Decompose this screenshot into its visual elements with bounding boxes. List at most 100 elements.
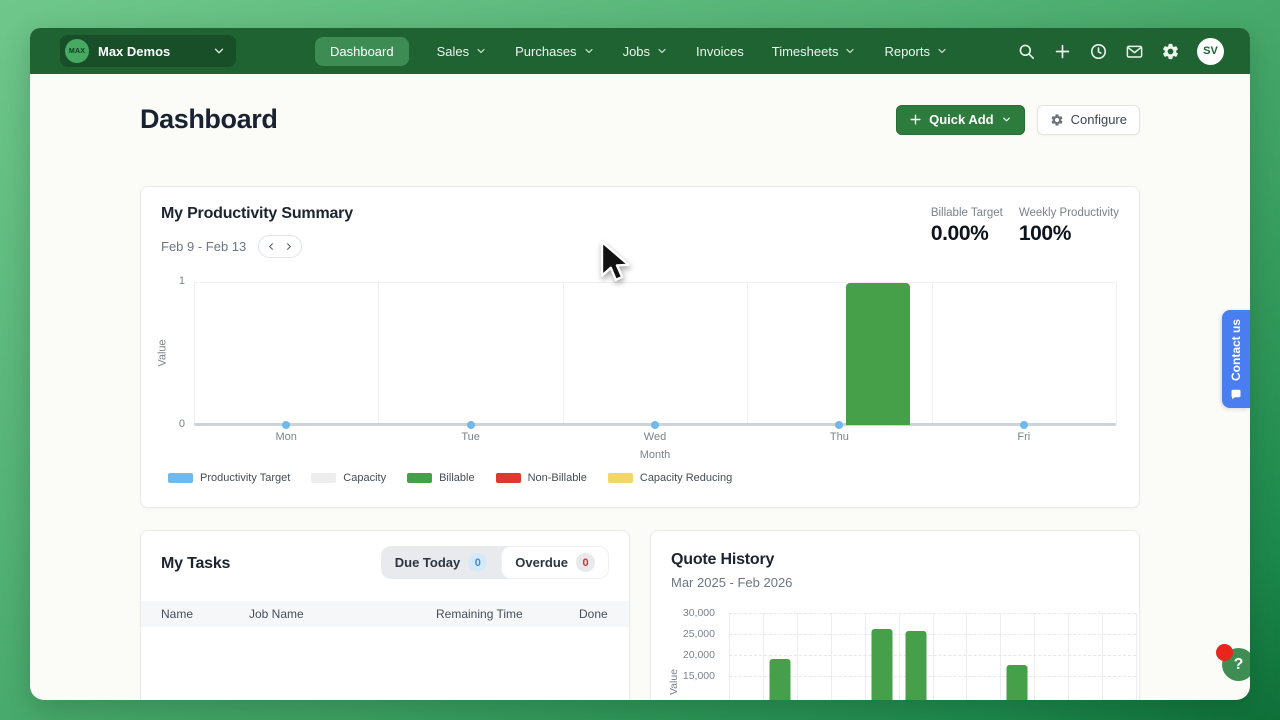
nav-item-reports[interactable]: Reports — [884, 37, 948, 66]
nav-label: Sales — [436, 43, 470, 59]
date-range-label: Feb 9 - Feb 13 — [161, 239, 247, 254]
nav-label: Reports — [884, 43, 930, 59]
stat-value: 100% — [1018, 222, 1072, 245]
gridline — [1034, 613, 1036, 700]
account-switcher[interactable]: MAX Max Demos — [60, 35, 236, 67]
page-header: Dashboard Quick Add Configure — [140, 104, 1140, 135]
mail-icon[interactable] — [1125, 42, 1144, 61]
column-header: Done — [579, 607, 608, 621]
due-today-count-badge: 0 — [468, 553, 488, 572]
target-point — [835, 421, 844, 429]
quote-plot — [729, 613, 1137, 700]
top-navbar: MAX Max Demos Dashboard Sales Purchases … — [30, 28, 1250, 74]
y-tick-label: 0 — [178, 418, 185, 430]
nav-label: Invoices — [696, 43, 744, 59]
gridline — [378, 283, 380, 425]
chevron-down-icon — [844, 45, 856, 57]
page-title: Dashboard — [140, 104, 278, 134]
tasks-table-header: Name Job Name Remaining Time Done — [141, 601, 629, 627]
nav-label: Purchases — [515, 43, 577, 59]
overdue-tab[interactable]: Overdue 0 — [501, 546, 609, 579]
tasks-filter-toggle: Due Today 0 Overdue 0 — [380, 546, 609, 579]
plus-icon[interactable] — [1053, 42, 1072, 61]
gridline — [830, 613, 832, 700]
nav-label: Jobs — [622, 43, 651, 59]
x-axis-label: Month — [639, 449, 671, 461]
gridline — [729, 676, 1136, 677]
nav-item-purchases[interactable]: Purchases — [515, 37, 594, 66]
productivity-title: My Productivity Summary — [161, 205, 353, 222]
my-tasks-card: My Tasks Due Today 0 Overdue 0 Name Job … — [140, 530, 630, 700]
avatar[interactable]: SV — [1197, 37, 1224, 65]
y-tick-label: 30,000 — [682, 607, 715, 619]
legend-label: Billable — [439, 472, 475, 484]
stat-value: 0.00% — [930, 222, 989, 245]
chat-bubble-icon — [1230, 388, 1242, 406]
legend-label: Productivity Target — [200, 472, 291, 484]
gridline — [729, 613, 1136, 614]
productivity-stats: Billable Target 0.00% Weekly Productivit… — [931, 207, 1119, 246]
productivity-daterange-row: Feb 9 - Feb 13 — [161, 235, 303, 258]
y-tick-label: 25,000 — [682, 628, 715, 640]
gridline — [1102, 613, 1104, 700]
gridline — [1116, 283, 1117, 425]
navbar-actions: SV — [1017, 28, 1224, 74]
prev-week-button[interactable] — [263, 236, 280, 257]
quick-add-button[interactable]: Quick Add — [896, 104, 1025, 135]
next-week-button[interactable] — [280, 236, 297, 257]
target-point — [282, 421, 291, 429]
nav-item-sales[interactable]: Sales — [437, 37, 488, 66]
gridline — [932, 613, 934, 700]
legend-item: Productivity Target — [168, 472, 290, 484]
gridline — [762, 613, 764, 700]
chevron-down-icon — [583, 45, 595, 57]
y-axis-label: Value — [668, 668, 681, 696]
billable-bar — [846, 283, 911, 425]
weekly-productivity-stat: Weekly Productivity 100% — [1019, 207, 1119, 246]
app-window: MAX Max Demos Dashboard Sales Purchases … — [30, 28, 1250, 700]
header-actions: Quick Add Configure — [896, 104, 1140, 135]
productivity-summary-card: My Productivity Summary Feb 9 - Feb 13 B… — [140, 186, 1140, 508]
configure-button[interactable]: Configure — [1036, 104, 1140, 135]
nav-item-timesheets[interactable]: Timesheets — [772, 37, 857, 66]
nav-item-invoices[interactable]: Invoices — [696, 37, 744, 66]
contact-us-label: Contact us — [1229, 318, 1243, 382]
nav-label: Dashboard — [330, 43, 394, 59]
chevron-down-icon — [656, 45, 668, 57]
clock-icon[interactable] — [1089, 42, 1108, 61]
nav-item-dashboard[interactable]: Dashboard — [315, 36, 409, 66]
legend-label: Capacity Reducing — [639, 472, 733, 484]
x-tick-label: Wed — [643, 431, 667, 443]
gridline — [747, 283, 749, 425]
due-today-tab[interactable]: Due Today 0 — [381, 546, 502, 579]
legend-swatch — [607, 473, 633, 483]
legend-item: Non-Billable — [495, 472, 587, 484]
overdue-count-badge: 0 — [576, 553, 595, 572]
tab-label: Due Today — [394, 555, 461, 570]
chevron-down-icon — [212, 44, 226, 58]
date-pager — [258, 235, 303, 258]
y-axis-label: Value — [156, 339, 169, 367]
search-icon[interactable] — [1017, 42, 1036, 61]
gridline — [729, 634, 1136, 635]
chart-legend: Productivity Target Capacity Billable No… — [168, 472, 732, 484]
y-tick-label: 20,000 — [682, 649, 715, 661]
gridline — [562, 283, 564, 425]
gridline — [796, 613, 798, 700]
chevron-down-icon — [936, 45, 948, 57]
plus-icon — [909, 113, 922, 126]
contact-us-tab[interactable]: Contact us — [1222, 310, 1250, 408]
column-header: Job Name — [249, 607, 304, 621]
x-tick-label: Fri — [1017, 431, 1031, 443]
y-tick-label: 1 — [178, 275, 185, 287]
target-point — [651, 421, 659, 429]
configure-label: Configure — [1070, 112, 1127, 127]
quick-add-label: Quick Add — [929, 112, 994, 127]
x-tick-labels: Mon Tue Wed Thu Fri — [194, 431, 1116, 445]
nav-item-jobs[interactable]: Jobs — [623, 37, 668, 66]
legend-swatch — [495, 473, 521, 483]
gridline — [864, 613, 866, 700]
quote-history-card: Quote History Mar 2025 - Feb 2026 30,000… — [650, 530, 1140, 700]
gear-icon[interactable] — [1161, 42, 1180, 61]
legend-item: Capacity Reducing — [607, 472, 733, 484]
